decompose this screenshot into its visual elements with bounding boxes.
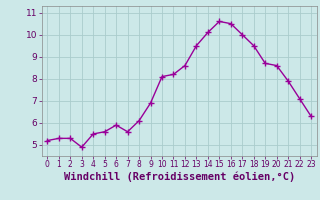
X-axis label: Windchill (Refroidissement éolien,°C): Windchill (Refroidissement éolien,°C) [64, 172, 295, 182]
